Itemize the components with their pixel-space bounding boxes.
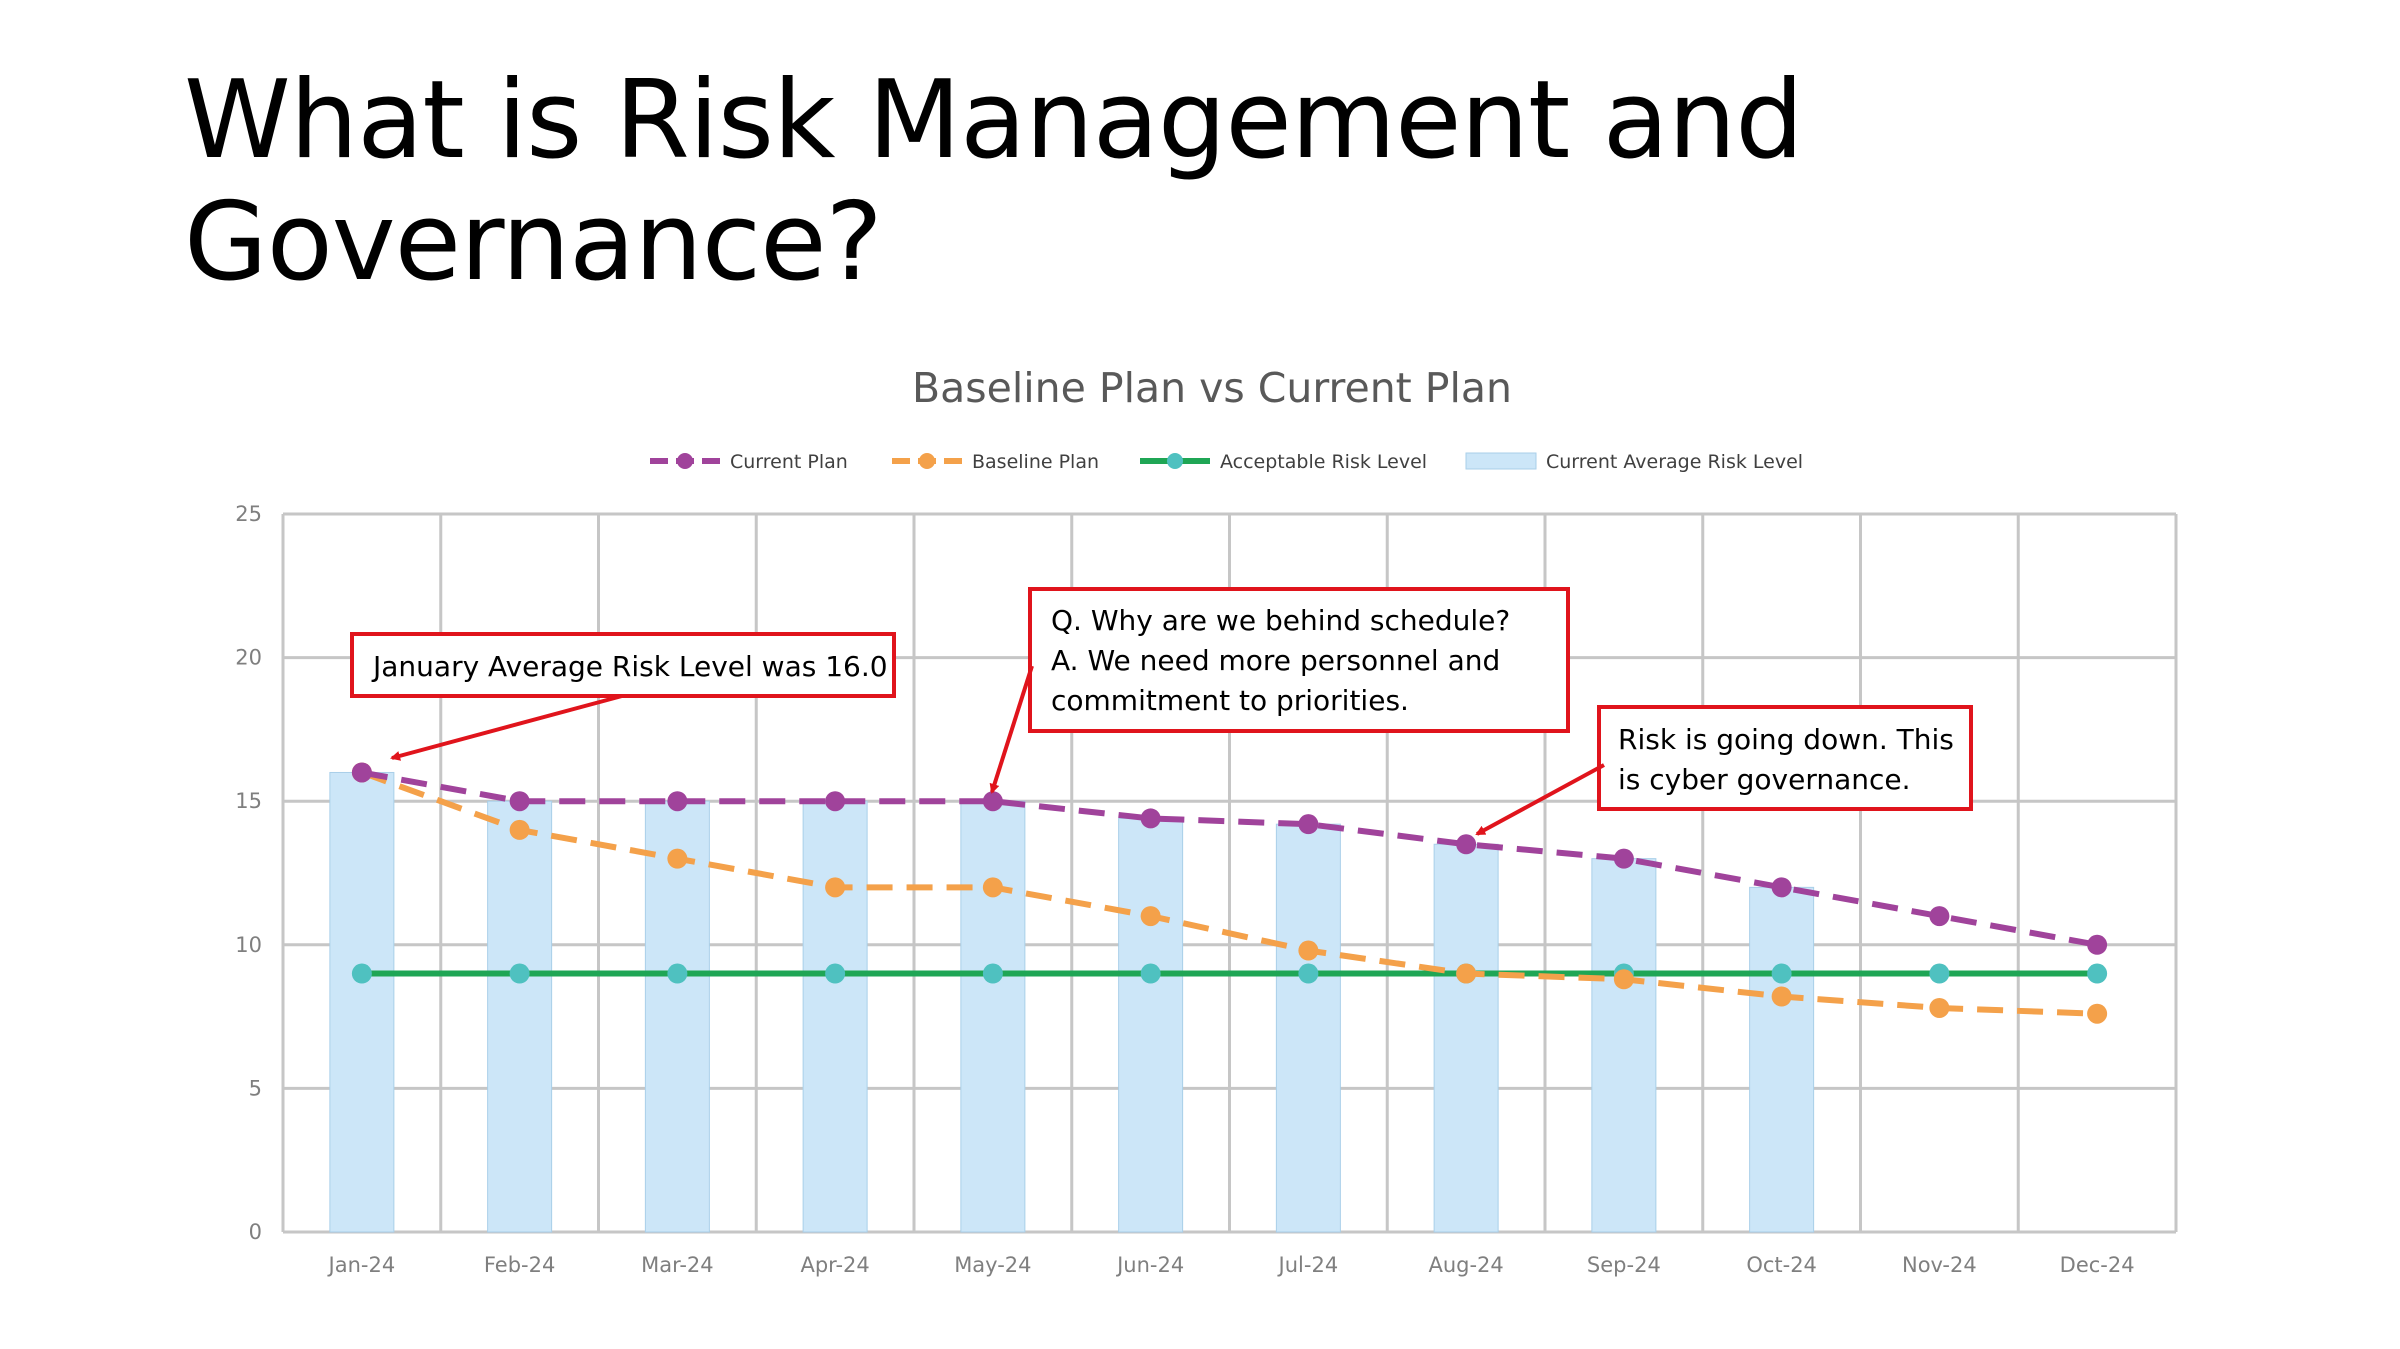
bar-Aug-24 bbox=[1433, 843, 1499, 1233]
legend-swatch-current-average-risk-level bbox=[1465, 452, 1537, 470]
y-tick-label: 0 bbox=[249, 1220, 262, 1244]
current-plan-point bbox=[1771, 877, 1792, 898]
callout-text-line: commitment to priorities. bbox=[1051, 684, 1409, 717]
x-tick-label: Apr-24 bbox=[800, 1253, 869, 1277]
callout-text-line: Q. Why are we behind schedule? bbox=[1051, 604, 1510, 637]
callout-text-line: Risk is going down. This bbox=[1618, 723, 1954, 756]
baseline-plan-point bbox=[509, 819, 530, 840]
bar-Jul-24 bbox=[1275, 823, 1341, 1233]
slide-title: What is Risk Management and Governance? bbox=[184, 60, 2184, 304]
chart-legend: Current Plan Baseline Plan Acceptable Risk… bbox=[650, 451, 1803, 473]
current-plan-point bbox=[1929, 906, 1950, 927]
acceptable-risk-level-point bbox=[351, 963, 372, 984]
baseline-plan-point bbox=[825, 877, 846, 898]
baseline-plan-point bbox=[2087, 1003, 2108, 1024]
callout-box bbox=[350, 632, 896, 698]
bar-Jun-24 bbox=[1118, 817, 1184, 1233]
x-tick-label: Jan-24 bbox=[327, 1253, 396, 1277]
callout-1: January Average Risk Level was 16.0 bbox=[350, 632, 896, 761]
current-plan-line bbox=[361, 769, 2098, 948]
current-plan-point bbox=[1140, 808, 1161, 829]
callout-text-line: January Average Risk Level was 16.0 bbox=[371, 650, 888, 683]
x-tick-label: Mar-24 bbox=[641, 1253, 714, 1277]
callout-text-line: is cyber governance. bbox=[1618, 763, 1911, 796]
bar-Apr-24 bbox=[802, 800, 868, 1233]
acceptable-risk-level-point bbox=[982, 963, 1003, 984]
current-plan-point bbox=[1613, 848, 1634, 869]
acceptable-risk-level-point bbox=[1929, 963, 1950, 984]
slide-title-line-1: What is Risk Management and bbox=[184, 58, 1804, 183]
x-tick-label: Nov-24 bbox=[1902, 1253, 1977, 1277]
current-plan-point bbox=[667, 791, 688, 812]
callout-2: Q. Why are we behind schedule? A. We need… bbox=[989, 587, 1570, 794]
legend-marker-baseline-plan bbox=[919, 453, 935, 469]
callout-arrow bbox=[1475, 763, 1605, 836]
baseline-plan-point bbox=[1613, 969, 1634, 990]
bar-Mar-24 bbox=[644, 800, 710, 1233]
baseline-plan-point bbox=[1929, 997, 1950, 1018]
baseline-plan-point bbox=[667, 848, 688, 869]
current-plan-point bbox=[1298, 814, 1319, 835]
baseline-plan-point bbox=[1140, 906, 1161, 927]
current-plan-point bbox=[982, 791, 1003, 812]
baseline-plan-point bbox=[1456, 963, 1477, 984]
acceptable-risk-level-point bbox=[825, 963, 846, 984]
y-tick-label: 5 bbox=[249, 1076, 262, 1100]
x-tick-label: Jul-24 bbox=[1277, 1253, 1339, 1277]
y-tick-label: 10 bbox=[235, 933, 262, 957]
current-plan-point bbox=[351, 762, 372, 783]
callout-box bbox=[1597, 705, 1973, 811]
current-plan-point bbox=[1456, 834, 1477, 855]
x-tick-label: Feb-24 bbox=[484, 1253, 555, 1277]
chart-title: Baseline Plan vs Current Plan bbox=[912, 364, 1512, 412]
y-tick-label: 15 bbox=[235, 789, 262, 813]
bar-Oct-24 bbox=[1749, 886, 1815, 1233]
baseline-plan-line bbox=[360, 769, 2098, 1017]
legend-marker-acceptable-risk-level bbox=[1167, 453, 1183, 469]
chart-axes: 0 5 10 15 20 25 Jan-24 Feb-24 Mar-24 Apr-24 May-24… bbox=[235, 502, 2134, 1277]
legend-label-current-plan: Current Plan bbox=[730, 451, 848, 473]
x-tick-label: Sep-24 bbox=[1587, 1253, 1661, 1277]
legend-label-acceptable-risk-level: Acceptable Risk Level bbox=[1220, 451, 1427, 473]
acceptable-risk-level-point bbox=[509, 963, 530, 984]
slide-title-line-2: Governance? bbox=[184, 180, 883, 305]
baseline-plan-point bbox=[1298, 940, 1319, 961]
callout-text-line: A. We need more personnel and bbox=[1051, 644, 1500, 677]
x-tick-label: Aug-24 bbox=[1428, 1253, 1503, 1277]
acceptable-risk-level-point bbox=[1298, 963, 1319, 984]
acceptable-risk-level-point bbox=[667, 963, 688, 984]
chart-callouts: January Average Risk Level was 16.0 Q. Wh… bbox=[350, 587, 1973, 836]
baseline-plan-point bbox=[1771, 986, 1792, 1007]
callout-arrow bbox=[390, 694, 623, 761]
legend-marker-current-plan bbox=[677, 453, 693, 469]
line-series bbox=[351, 762, 2108, 1024]
bar-Sep-24 bbox=[1591, 858, 1657, 1233]
acceptable-risk-level-point bbox=[2087, 963, 2108, 984]
acceptable-risk-level-point bbox=[1771, 963, 1792, 984]
callout-3: Risk is going down. This is cyber governa… bbox=[1475, 705, 1973, 836]
y-tick-label: 20 bbox=[235, 646, 262, 670]
current-plan-point bbox=[509, 791, 530, 812]
current-plan-point bbox=[825, 791, 846, 812]
x-tick-label: Oct-24 bbox=[1746, 1253, 1817, 1277]
x-tick-label: Jun-24 bbox=[1115, 1253, 1184, 1277]
legend-label-current-average-risk-level: Current Average Risk Level bbox=[1546, 451, 1803, 473]
callout-arrow bbox=[989, 665, 1034, 794]
baseline-plan-point bbox=[982, 877, 1003, 898]
legend-label-baseline-plan: Baseline Plan bbox=[972, 451, 1099, 473]
x-tick-label: Dec-24 bbox=[2060, 1253, 2135, 1277]
callout-box bbox=[1028, 587, 1570, 733]
bar-series bbox=[329, 771, 1815, 1233]
acceptable-risk-level-point bbox=[1140, 963, 1161, 984]
x-tick-label: May-24 bbox=[954, 1253, 1031, 1277]
bar-Jan-24 bbox=[329, 771, 395, 1233]
bar-May-24 bbox=[960, 800, 1026, 1233]
current-plan-point bbox=[2087, 934, 2108, 955]
bar-Feb-24 bbox=[487, 800, 553, 1233]
y-tick-label: 25 bbox=[235, 502, 262, 526]
